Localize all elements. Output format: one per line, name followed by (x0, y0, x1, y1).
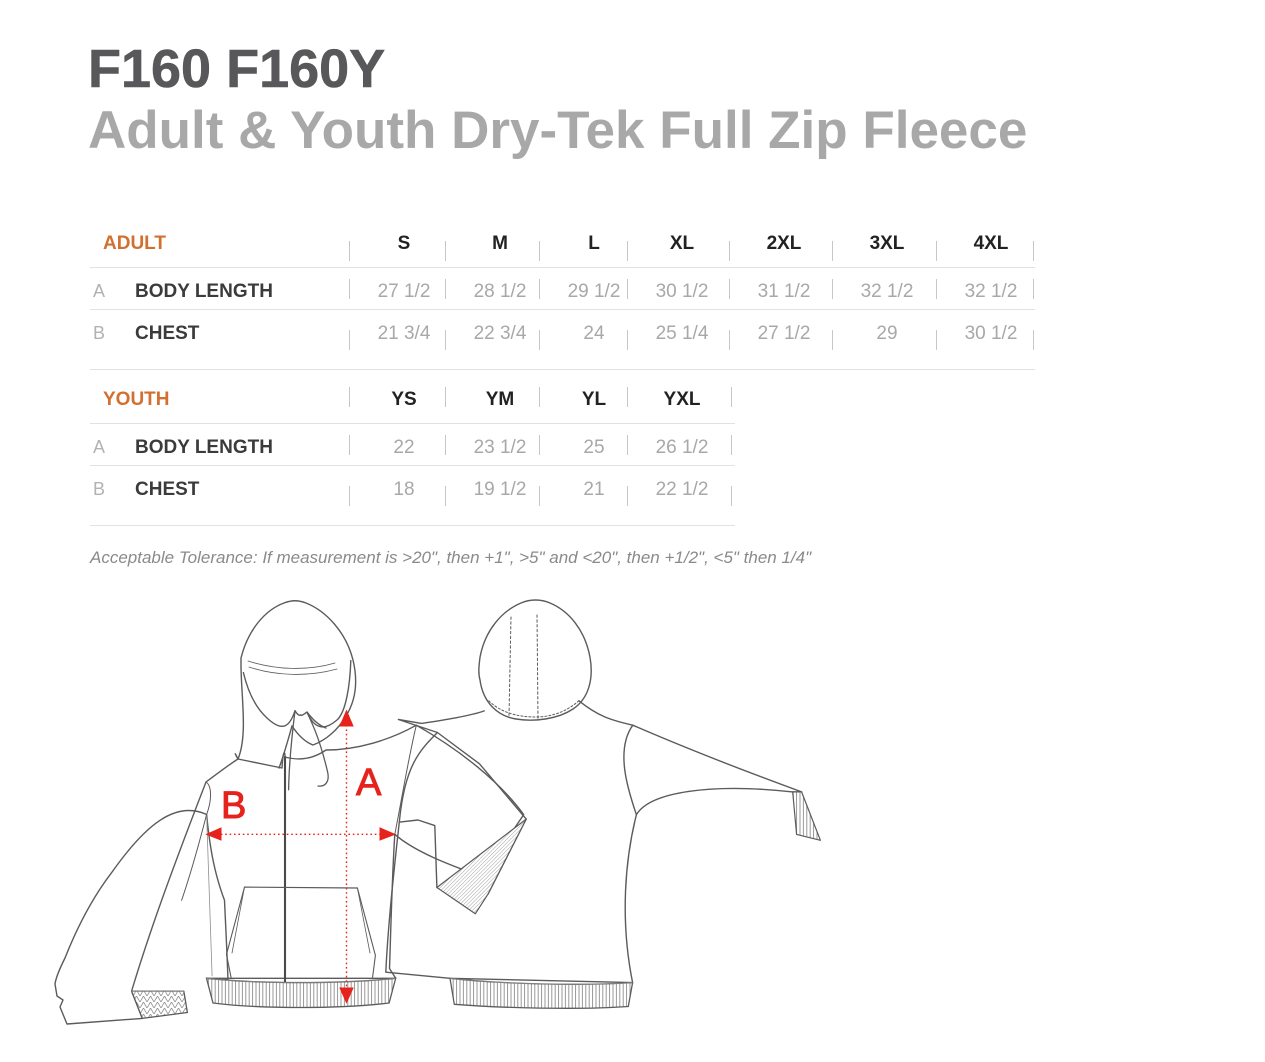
svg-text:B: B (221, 785, 246, 827)
svg-text:A: A (356, 762, 382, 804)
